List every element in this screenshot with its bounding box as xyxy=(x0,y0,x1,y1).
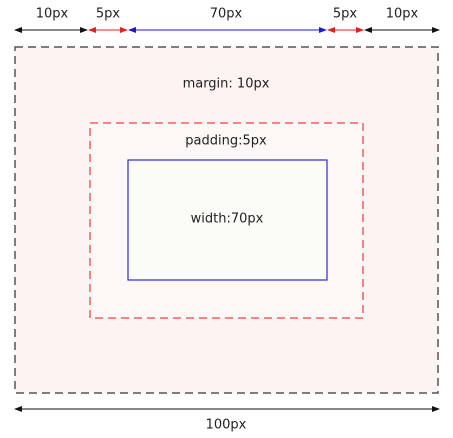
dimension-label: 70px xyxy=(210,7,243,22)
padding-label: padding:5px xyxy=(185,134,267,149)
dimension-label: 10px xyxy=(386,7,419,22)
dimension-label: 10px xyxy=(36,7,69,22)
dimension-label: 5px xyxy=(96,7,121,22)
content-box xyxy=(127,159,328,281)
margin-label: margin: 10px xyxy=(183,77,270,92)
content-label: width:70px xyxy=(191,212,264,227)
dimension-label: 100px xyxy=(206,418,247,433)
dimension-label: 5px xyxy=(333,7,358,22)
